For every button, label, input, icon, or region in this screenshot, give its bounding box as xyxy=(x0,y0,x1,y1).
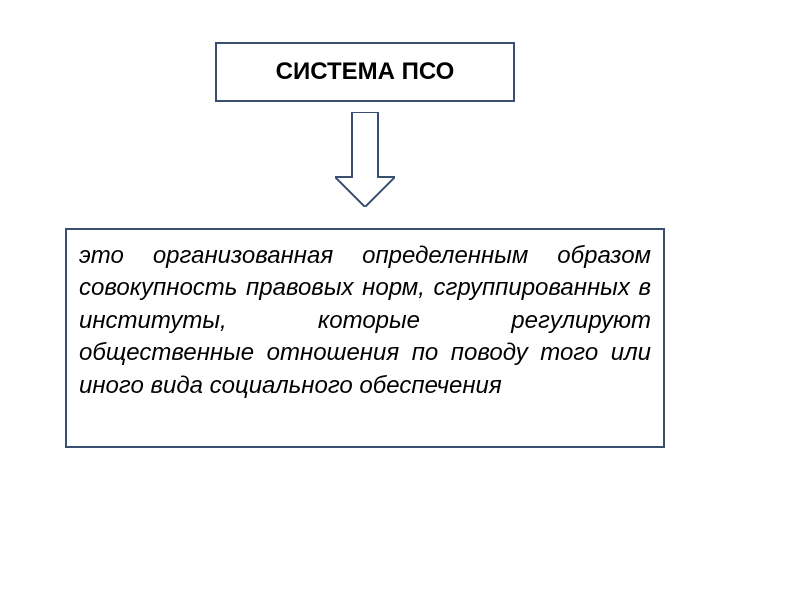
arrow-svg xyxy=(335,112,395,207)
title-box: СИСТЕМА ПСО xyxy=(215,42,515,102)
definition-box: это организованная определенным образом … xyxy=(65,228,665,448)
down-arrow xyxy=(335,112,395,207)
title-text: СИСТЕМА ПСО xyxy=(276,58,455,86)
definition-text: это организованная определенным образом … xyxy=(79,242,651,399)
